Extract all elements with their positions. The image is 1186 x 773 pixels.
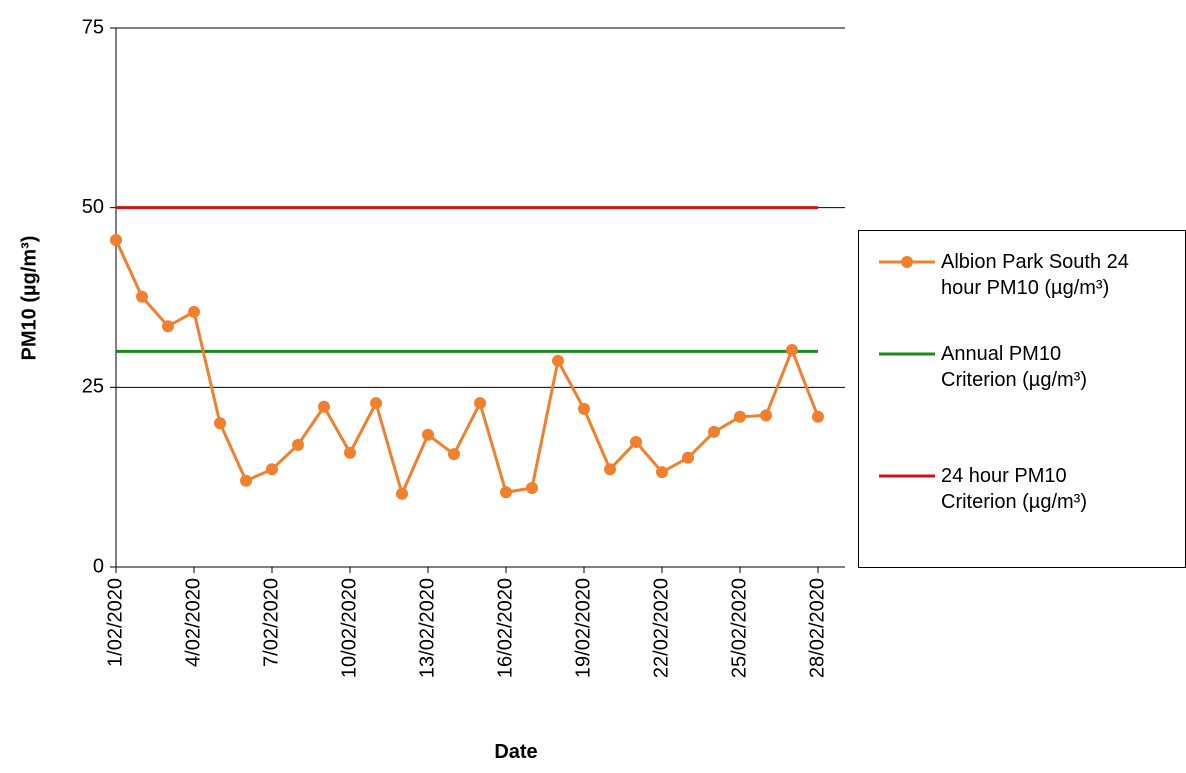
x-tick-label: 25/02/2020 [728, 578, 750, 678]
data-point [292, 438, 304, 451]
x-tick-label: 1/02/2020 [104, 578, 126, 667]
legend-label: 24 hour PM10 Criterion (µg/m³) [941, 465, 1087, 513]
y-tick-label: 0 [93, 555, 104, 577]
data-point [136, 290, 148, 303]
data-point [240, 474, 252, 487]
data-point [422, 428, 434, 441]
data-point [578, 402, 590, 415]
data-point [396, 487, 408, 500]
data-point [786, 343, 798, 356]
data-point [162, 320, 174, 333]
x-tick-label: 10/02/2020 [338, 578, 360, 678]
data-point [214, 417, 226, 430]
data-point [318, 400, 330, 413]
x-tick-label: 13/02/2020 [416, 578, 438, 678]
legend-marker [901, 256, 913, 268]
data-point [526, 481, 538, 494]
data-point [474, 397, 486, 410]
legend-swatch [879, 256, 935, 268]
data-point [188, 305, 200, 318]
data-point [682, 451, 694, 464]
legend-label: Annual PM10 Criterion (µg/m³) [941, 343, 1087, 391]
y-tick-label: 50 [82, 196, 104, 218]
data-point [370, 397, 382, 410]
data-point [604, 463, 616, 476]
legend-swatch [879, 352, 935, 356]
legend-label: Albion Park South 24 hour PM10 (µg/m³) [941, 251, 1129, 299]
data-point [266, 463, 278, 476]
data-point [552, 354, 564, 367]
x-tick-label: 16/02/2020 [494, 578, 516, 678]
x-tick-label: 19/02/2020 [572, 578, 594, 678]
data-point [110, 234, 122, 247]
legend-swatch [879, 474, 935, 478]
data-point [734, 410, 746, 423]
legend: Albion Park South 24 hour PM10 (µg/m³) An… [858, 230, 1186, 568]
y-tick-label: 75 [82, 16, 104, 38]
series-line [114, 239, 820, 499]
data-point [812, 410, 824, 423]
x-tick-label: 7/02/2020 [260, 578, 282, 667]
legend-item: Annual PM10 Criterion (µg/m³) [877, 341, 1141, 393]
data-point [448, 448, 460, 461]
x-tick-label: 28/02/2020 [806, 578, 828, 678]
y-tick-label: 25 [82, 376, 104, 398]
data-point [760, 409, 772, 422]
x-tick-label: 4/02/2020 [182, 578, 204, 667]
legend-item: 24 hour PM10 Criterion (µg/m³) [877, 463, 1141, 515]
data-point [500, 486, 512, 499]
data-point [656, 466, 668, 479]
data-point [630, 435, 642, 448]
data-point [344, 446, 356, 459]
x-axis-label: Date [494, 741, 537, 763]
legend-item: Albion Park South 24 hour PM10 (µg/m³) [877, 249, 1141, 301]
data-point [708, 425, 720, 438]
y-axis-label: PM10 (µg/m³) [18, 236, 40, 361]
x-tick-label: 22/02/2020 [650, 578, 672, 678]
